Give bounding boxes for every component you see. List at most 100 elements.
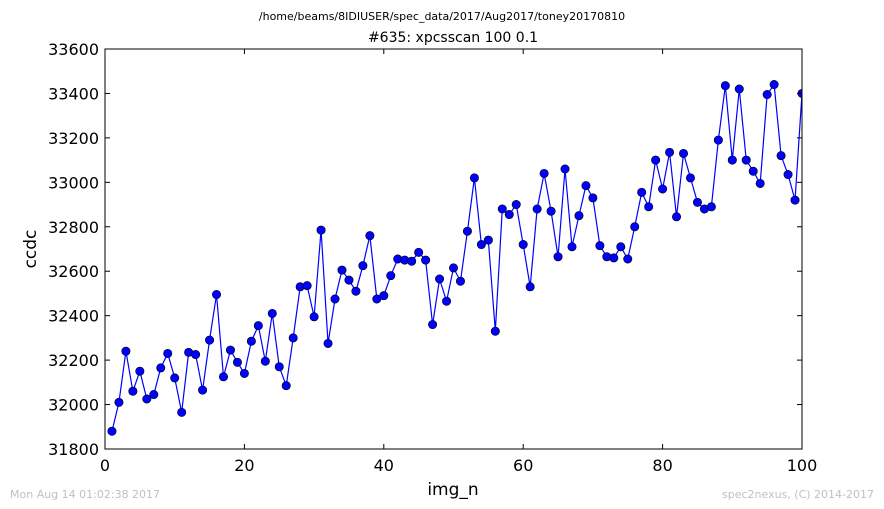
x-axis-label: img_n bbox=[427, 480, 478, 500]
data-point bbox=[727, 155, 737, 165]
data-point bbox=[665, 147, 675, 157]
data-point bbox=[769, 80, 779, 90]
data-point bbox=[525, 282, 535, 292]
data-point bbox=[497, 204, 507, 214]
data-point bbox=[469, 173, 479, 183]
data-point bbox=[142, 394, 152, 404]
data-point bbox=[553, 252, 563, 262]
data-point bbox=[232, 357, 242, 367]
data-point bbox=[170, 373, 180, 383]
data-point bbox=[225, 345, 235, 355]
data-point bbox=[274, 362, 284, 372]
data-point bbox=[156, 363, 166, 373]
data-point bbox=[776, 151, 786, 161]
data-point bbox=[330, 294, 340, 304]
plot-frame bbox=[104, 48, 803, 450]
data-point bbox=[114, 397, 124, 407]
data-point bbox=[414, 247, 424, 257]
y-axis-label: ccdc bbox=[21, 230, 41, 269]
y-tick-label: 32000 bbox=[48, 396, 99, 415]
data-point bbox=[163, 348, 173, 358]
data-point bbox=[309, 312, 319, 322]
data-point bbox=[107, 426, 117, 436]
data-point bbox=[302, 281, 312, 291]
data-point bbox=[205, 335, 215, 345]
data-point bbox=[246, 336, 256, 346]
data-point bbox=[616, 242, 626, 252]
data-point bbox=[455, 276, 465, 286]
data-point bbox=[630, 222, 640, 232]
data-point bbox=[518, 240, 528, 250]
data-point bbox=[734, 84, 744, 94]
y-tick-label: 31800 bbox=[48, 440, 99, 459]
y-tick-label: 32200 bbox=[48, 351, 99, 370]
x-tick-label: 80 bbox=[652, 456, 672, 475]
data-point bbox=[337, 265, 347, 275]
y-tick-label: 32800 bbox=[48, 218, 99, 237]
data-point bbox=[428, 320, 438, 330]
data-point bbox=[595, 241, 605, 251]
data-point bbox=[623, 254, 633, 264]
footer-credit: spec2nexus, (C) 2014-2017 bbox=[722, 488, 874, 501]
y-tick-label: 33200 bbox=[48, 129, 99, 148]
data-point bbox=[713, 135, 723, 145]
data-point bbox=[344, 275, 354, 285]
y-tick-label: 33400 bbox=[48, 84, 99, 103]
data-point bbox=[281, 381, 291, 391]
data-point bbox=[574, 211, 584, 221]
data-point bbox=[379, 291, 389, 301]
x-tick-label: 40 bbox=[374, 456, 394, 475]
data-point bbox=[483, 235, 493, 245]
x-tick-label: 100 bbox=[787, 456, 818, 475]
data-point bbox=[651, 155, 661, 165]
data-point bbox=[448, 263, 458, 273]
data-point bbox=[435, 274, 445, 284]
data-point bbox=[462, 226, 472, 236]
data-point bbox=[135, 366, 145, 376]
data-point bbox=[149, 390, 159, 400]
series-group bbox=[107, 80, 802, 436]
data-point bbox=[644, 202, 654, 212]
data-point bbox=[679, 148, 689, 158]
data-point bbox=[532, 204, 542, 214]
data-point bbox=[560, 164, 570, 174]
data-point bbox=[720, 81, 730, 91]
data-point bbox=[706, 202, 716, 212]
x-tick-label: 0 bbox=[100, 456, 110, 475]
data-point bbox=[581, 181, 591, 191]
data-point bbox=[637, 187, 647, 197]
data-point bbox=[128, 386, 138, 396]
data-point bbox=[790, 195, 800, 205]
series-line bbox=[111, 82, 802, 432]
footer-timestamp: Mon Aug 14 01:02:38 2017 bbox=[10, 488, 160, 501]
data-point bbox=[121, 346, 131, 356]
x-tick-label: 20 bbox=[234, 456, 254, 475]
data-point bbox=[476, 240, 486, 250]
data-point bbox=[546, 206, 556, 216]
data-point bbox=[323, 338, 333, 348]
data-point bbox=[609, 253, 619, 263]
data-point bbox=[267, 308, 277, 318]
y-tick-label: 32600 bbox=[48, 262, 99, 281]
data-point bbox=[672, 212, 682, 222]
data-point bbox=[316, 225, 326, 235]
data-point bbox=[177, 407, 187, 417]
data-point bbox=[755, 178, 765, 188]
y-tick-label: 33000 bbox=[48, 173, 99, 192]
data-point bbox=[386, 271, 396, 281]
data-point bbox=[442, 296, 452, 306]
data-point bbox=[253, 321, 263, 331]
plot-title: #635: xpcsscan 100 0.1 bbox=[368, 30, 538, 46]
data-point bbox=[783, 170, 793, 180]
ticks-layer: 0 20 40 60 80 100 31800 32000 32200 32400 32600 328… bbox=[48, 40, 817, 475]
data-point bbox=[748, 166, 758, 176]
data-point bbox=[351, 286, 361, 296]
data-point bbox=[198, 385, 208, 395]
data-point bbox=[365, 231, 375, 241]
data-point bbox=[567, 242, 577, 252]
data-point bbox=[490, 326, 500, 336]
data-point bbox=[685, 173, 695, 183]
data-point bbox=[762, 90, 772, 100]
data-point bbox=[358, 261, 368, 271]
